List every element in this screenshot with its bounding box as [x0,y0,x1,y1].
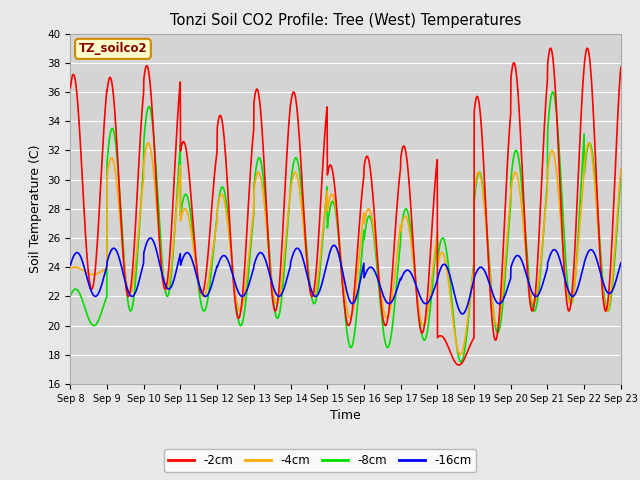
Legend: -2cm, -4cm, -8cm, -16cm: -2cm, -4cm, -8cm, -16cm [164,449,476,472]
Title: Tonzi Soil CO2 Profile: Tree (West) Temperatures: Tonzi Soil CO2 Profile: Tree (West) Temp… [170,13,522,28]
Text: TZ_soilco2: TZ_soilco2 [79,42,147,55]
X-axis label: Time: Time [330,409,361,422]
Y-axis label: Soil Temperature (C): Soil Temperature (C) [29,144,42,273]
